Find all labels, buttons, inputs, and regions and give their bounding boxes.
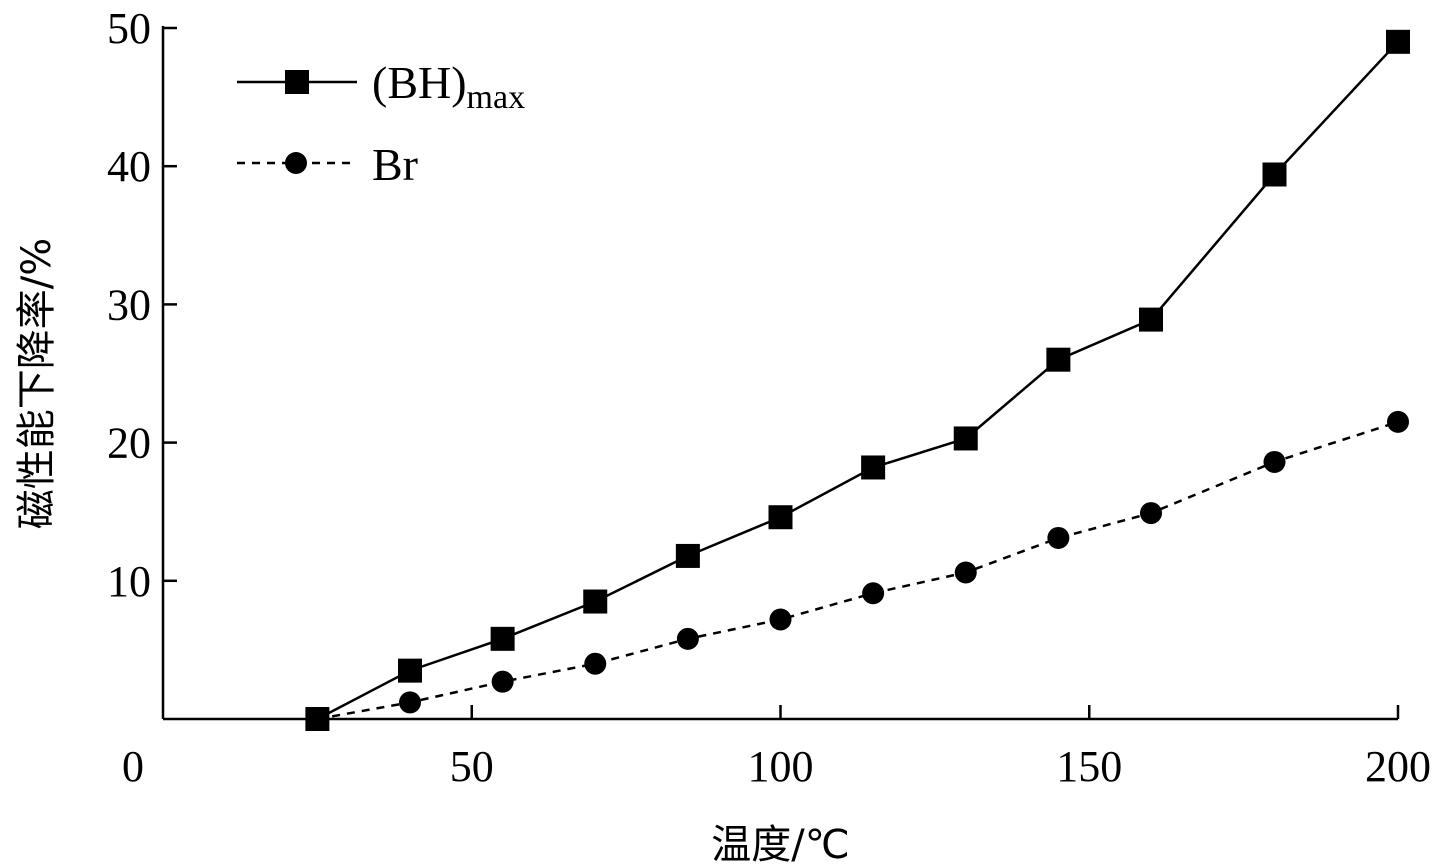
series-line-bhmax <box>316 40 1399 721</box>
origin-label: 0 <box>122 742 144 791</box>
data-point-br <box>676 627 699 650</box>
x-tick-label: 150 <box>1056 742 1122 791</box>
legend-marker-square <box>285 70 309 94</box>
data-point-br <box>1140 502 1162 525</box>
data-point-br <box>1047 526 1070 549</box>
x-axis-title: 温度/℃ <box>711 822 849 868</box>
legend: (BH)max Br <box>237 57 525 190</box>
data-point-br <box>769 608 792 631</box>
data-point-br <box>584 652 607 675</box>
legend-label-bhmax-main: (BH) <box>372 57 467 108</box>
data-point-br <box>1387 410 1409 433</box>
legend-marker-circle <box>285 152 307 174</box>
legend-label-bhmax-sub: max <box>467 79 526 116</box>
data-point-bhmax <box>398 658 422 683</box>
x-tick-label: 50 <box>450 742 494 791</box>
data-point-br <box>399 691 421 714</box>
data-point-bhmax <box>490 626 515 651</box>
x-tick-label: 100 <box>748 742 814 791</box>
ticks: 50 100 150 200 10 20 30 40 50 <box>107 4 1431 791</box>
legend-label-bhmax: (BH)max <box>372 57 525 116</box>
data-point-br <box>1263 450 1286 473</box>
legend-label-br: Br <box>372 139 418 190</box>
data-point-br <box>491 670 514 693</box>
y-axis-title: 磁性能下降率/% <box>14 238 60 529</box>
y-tick-label: 10 <box>107 557 151 606</box>
legend-item-br: Br <box>237 139 418 190</box>
data-point-bhmax <box>1046 347 1071 372</box>
data-point-br <box>862 582 885 605</box>
y-tick-label: 40 <box>107 142 151 191</box>
legend-item-bhmax: (BH)max <box>237 57 525 116</box>
data-point-br <box>306 708 329 730</box>
y-tick-label: 20 <box>107 419 151 468</box>
data-point-bhmax <box>953 426 978 451</box>
series-line-br <box>317 420 1399 721</box>
data-point-bhmax <box>861 455 886 480</box>
data-point-br <box>954 561 977 584</box>
data-point-bhmax <box>1262 162 1287 187</box>
data-point-bhmax <box>583 589 608 614</box>
y-tick-label: 30 <box>107 280 151 329</box>
series-layer <box>305 29 1410 731</box>
data-point-bhmax <box>1386 29 1410 54</box>
x-tick-label: 200 <box>1365 742 1431 791</box>
y-tick-label: 50 <box>107 4 151 53</box>
data-point-bhmax <box>675 543 700 568</box>
data-point-bhmax <box>1139 307 1163 332</box>
data-point-bhmax <box>768 505 793 530</box>
